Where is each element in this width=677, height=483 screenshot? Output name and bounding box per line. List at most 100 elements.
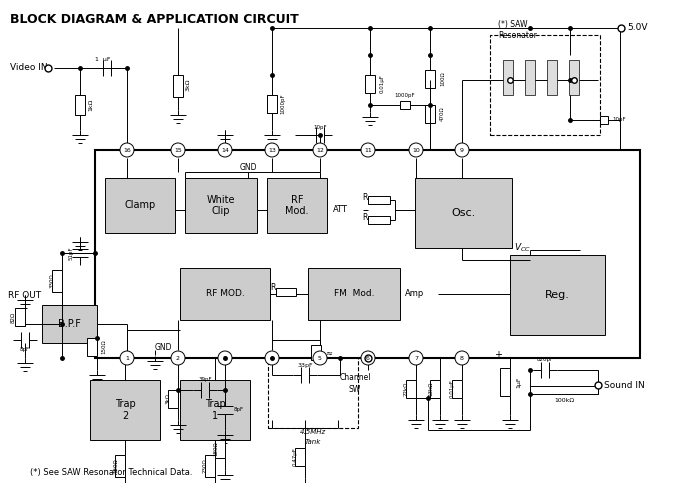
Bar (52, 270, 62, 292)
Text: Sound IN: Sound IN (604, 381, 645, 389)
Bar (600, 116, 608, 124)
Text: FM  Mod.: FM Mod. (334, 289, 374, 298)
Bar (267, 95, 277, 113)
Text: 33pF: 33pF (297, 363, 313, 368)
Circle shape (313, 143, 327, 157)
Text: SW: SW (349, 385, 361, 395)
Text: +: + (494, 350, 502, 360)
Circle shape (171, 143, 185, 157)
Bar (173, 75, 183, 97)
Bar (215, 440, 225, 458)
Text: 22kΩ: 22kΩ (404, 382, 409, 396)
Text: Reg.: Reg. (545, 290, 570, 300)
Bar (530, 386, 598, 394)
Circle shape (120, 143, 134, 157)
Text: Trap
1: Trap 1 (204, 399, 225, 421)
Bar (406, 380, 416, 398)
Bar (510, 255, 605, 335)
Circle shape (265, 351, 279, 365)
Bar (15, 308, 25, 326)
Text: RF OUT: RF OUT (8, 290, 41, 299)
Text: 1: 1 (125, 355, 129, 360)
Text: 0.01µF: 0.01µF (450, 380, 455, 398)
Text: 16: 16 (123, 147, 131, 153)
Text: 3kΩ: 3kΩ (166, 394, 171, 404)
Bar (452, 380, 462, 398)
Bar (425, 105, 435, 123)
Circle shape (409, 143, 423, 157)
Text: Osc.: Osc. (452, 208, 476, 218)
Text: 1000pF: 1000pF (280, 94, 285, 114)
Text: Channel: Channel (339, 373, 371, 383)
Text: 1kΩ: 1kΩ (88, 99, 93, 111)
Bar (368, 216, 390, 224)
Bar (547, 60, 557, 95)
Circle shape (218, 351, 232, 365)
Text: BLOCK DIAGRAM & APPLICATION CIRCUIT: BLOCK DIAGRAM & APPLICATION CIRCUIT (10, 13, 299, 26)
Bar (295, 448, 305, 466)
Bar (569, 60, 579, 95)
Text: 100Ω: 100Ω (440, 71, 445, 86)
Bar (205, 455, 215, 477)
Circle shape (361, 351, 375, 365)
Bar (311, 345, 321, 360)
Text: 330Ω: 330Ω (50, 274, 55, 288)
Circle shape (455, 351, 469, 365)
Text: 1µF: 1µF (516, 376, 521, 388)
Text: 5: 5 (318, 355, 322, 360)
Text: 150Ω: 150Ω (101, 340, 106, 355)
Bar (503, 60, 513, 95)
Circle shape (313, 351, 327, 365)
Text: 10pF: 10pF (313, 125, 327, 129)
Bar (400, 101, 410, 109)
Text: 470Ω: 470Ω (440, 107, 445, 121)
Bar (276, 288, 296, 296)
Text: RF MOD.: RF MOD. (206, 289, 244, 298)
Bar (185, 178, 257, 233)
Bar (525, 60, 535, 95)
Circle shape (171, 351, 185, 365)
Bar (368, 196, 390, 204)
Bar (430, 380, 440, 398)
Text: 7: 7 (414, 355, 418, 360)
Text: 8: 8 (460, 355, 464, 360)
Text: R: R (362, 193, 368, 201)
Bar (500, 368, 510, 396)
Text: 820pF: 820pF (536, 357, 554, 363)
Text: 0.47µF: 0.47µF (293, 448, 298, 467)
Text: 13: 13 (268, 147, 276, 153)
Text: 13kΩ: 13kΩ (428, 382, 433, 396)
Text: 3: 3 (223, 355, 227, 360)
Text: 15: 15 (174, 147, 182, 153)
Bar (308, 268, 400, 320)
Circle shape (409, 351, 423, 365)
Text: ≈: ≈ (325, 349, 332, 357)
Text: 180Ω: 180Ω (213, 441, 218, 456)
Text: 150Ω: 150Ω (113, 459, 118, 473)
Text: 4.5MHz: 4.5MHz (300, 429, 326, 435)
Text: GND: GND (155, 343, 173, 353)
Text: Trap
2: Trap 2 (114, 399, 135, 421)
Text: 0.01µF: 0.01µF (380, 74, 385, 93)
Text: 230Ω: 230Ω (203, 459, 208, 473)
Text: Video IN: Video IN (10, 63, 47, 72)
Text: 11: 11 (364, 147, 372, 153)
Text: 1000pF: 1000pF (395, 93, 415, 98)
Circle shape (120, 351, 134, 365)
Text: 5.0V: 5.0V (627, 24, 647, 32)
Text: B.P.F: B.P.F (58, 319, 81, 329)
Text: 1  µF: 1 µF (95, 57, 111, 62)
Bar (490, 35, 600, 135)
Text: 82Ω: 82Ω (11, 312, 16, 323)
Bar (75, 95, 85, 115)
Text: $V_{CC}$: $V_{CC}$ (514, 242, 531, 254)
Text: 100kΩ: 100kΩ (554, 398, 574, 402)
Text: 51pF: 51pF (69, 246, 74, 260)
Bar (365, 75, 375, 93)
Text: RF
Mod.: RF Mod. (285, 195, 309, 216)
Bar (168, 390, 178, 408)
Text: 10: 10 (412, 147, 420, 153)
Text: 4: 4 (270, 355, 274, 360)
Text: (*) SAW: (*) SAW (498, 20, 527, 29)
Text: ATT: ATT (332, 205, 347, 214)
